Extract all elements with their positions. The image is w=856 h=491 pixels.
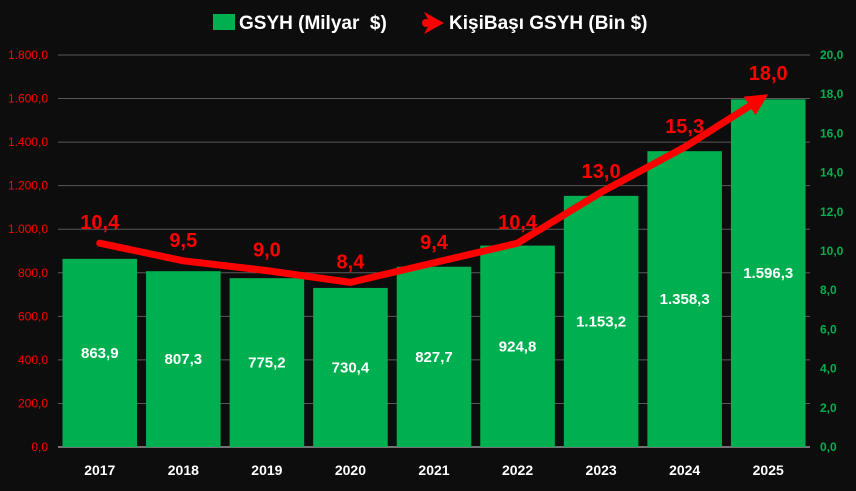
left-axis-tick: 1.200,0 <box>8 179 48 193</box>
legend-line-marker <box>422 19 430 27</box>
bar-value-label: 730,4 <box>332 359 370 376</box>
line-value-label: 13,0 <box>582 161 621 183</box>
x-axis-tick: 2023 <box>586 462 617 478</box>
bar <box>647 151 722 447</box>
x-axis-tick: 2022 <box>502 462 533 478</box>
bar <box>229 278 305 447</box>
left-axis-tick: 1.000,0 <box>8 222 48 236</box>
bar <box>313 287 388 447</box>
left-axis-tick: 1.600,0 <box>8 92 48 106</box>
left-axis-tick: 0,0 <box>31 440 48 454</box>
bar-value-label: 1.153,2 <box>576 313 626 330</box>
bar <box>563 195 639 447</box>
right-axis-tick: 20,0 <box>820 48 844 62</box>
legend-bar-swatch <box>213 14 235 30</box>
left-axis-tick: 600,0 <box>18 309 48 323</box>
x-axis-tick: 2024 <box>669 462 700 478</box>
bar-value-label: 1.596,3 <box>743 265 793 282</box>
bar-value-label: 924,8 <box>499 338 537 355</box>
left-axis-tick: 800,0 <box>18 266 48 280</box>
line-value-label: 9,0 <box>253 240 281 262</box>
bar-value-label: 827,7 <box>415 349 453 366</box>
right-axis-tick: 12,0 <box>820 205 844 219</box>
right-axis-tick: 4,0 <box>820 362 837 376</box>
left-axis-tick: 1.800,0 <box>8 48 48 62</box>
bar-value-label: 863,9 <box>81 345 119 362</box>
x-axis-tick: 2019 <box>251 462 282 478</box>
legend: GSYH (Milyar $) KişiBaşı GSYH (Bin $) <box>213 12 648 34</box>
left-axis-tick: 1.400,0 <box>8 135 48 149</box>
right-axis-tick: 6,0 <box>820 322 837 336</box>
right-axis-tick: 18,0 <box>820 87 844 101</box>
line-value-label: 15,3 <box>665 116 704 138</box>
line-value-label: 10,4 <box>498 212 538 234</box>
line-value-label: 9,5 <box>169 230 197 252</box>
line-value-label: 9,4 <box>420 232 449 254</box>
legend-line-arrow-icon <box>424 12 444 34</box>
x-axis-tick: 2017 <box>84 462 115 478</box>
right-axis-tick: 2,0 <box>820 401 837 415</box>
legend-bar-label: GSYH (Milyar $) <box>239 13 387 34</box>
right-axis-tick: 0,0 <box>820 440 837 454</box>
line-value-label: 8,4 <box>337 251 366 273</box>
x-axis-tick: 2018 <box>168 462 199 478</box>
bar-value-label: 807,3 <box>165 351 203 368</box>
gdp-per-capita-line <box>96 99 759 286</box>
bar-value-label: 775,2 <box>248 355 286 372</box>
left-axis-tick: 400,0 <box>18 353 48 367</box>
x-axis-tick: 2021 <box>418 462 449 478</box>
right-axis-tick: 14,0 <box>820 166 844 180</box>
right-axis-tick: 16,0 <box>820 126 844 140</box>
x-axis-tick: 2020 <box>335 462 366 478</box>
bar-value-label: 1.358,3 <box>660 291 710 308</box>
line-value-label: 10,4 <box>80 212 120 234</box>
right-axis-tick: 10,0 <box>820 244 844 258</box>
bar <box>396 266 472 447</box>
bar <box>62 258 138 447</box>
right-axis-tick: 8,0 <box>820 283 837 297</box>
bar <box>480 245 555 447</box>
legend-line-label: KişiBaşı GSYH (Bin $) <box>449 13 648 34</box>
bar <box>146 271 221 447</box>
bar <box>730 99 806 448</box>
x-axis-tick: 2025 <box>753 462 784 478</box>
line-value-label: 18,0 <box>749 63 788 85</box>
left-axis-tick: 200,0 <box>18 396 48 410</box>
line-arrowhead-icon <box>743 94 769 116</box>
